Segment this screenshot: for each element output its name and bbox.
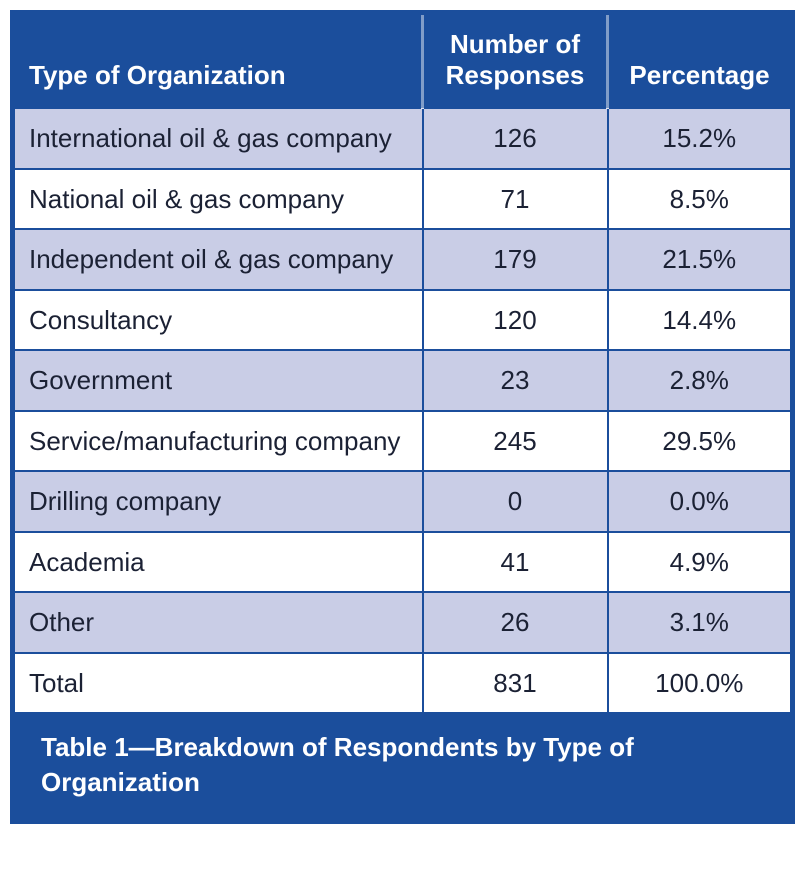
org-type-cell: Independent oil & gas company	[11, 228, 424, 291]
table-header: Type of Organization Number of Responses…	[12, 12, 793, 110]
percentage-cell: 4.9%	[606, 530, 794, 594]
percentage-cell: 8.5%	[606, 167, 794, 231]
org-type-cell: Consultancy	[11, 288, 424, 352]
table-caption: Table 1—Breakdown of Respondents by Type…	[41, 732, 634, 798]
col-header-percentage: Percentage	[606, 12, 793, 110]
percentage-cell: 2.8%	[606, 349, 794, 412]
percentage-cell: 100.0%	[606, 651, 794, 715]
table-row: National oil & gas company 71 8.5%	[11, 167, 794, 231]
table-body: International oil & gas company 126 15.2…	[11, 107, 794, 715]
col-header-type: Type of Organization	[12, 12, 423, 110]
table-caption-cell: Table 1—Breakdown of Respondents by Type…	[12, 712, 793, 822]
percentage-cell: 0.0%	[606, 470, 794, 533]
responses-cell: 41	[421, 530, 609, 594]
responses-cell: 245	[421, 409, 609, 473]
responses-cell: 71	[421, 167, 609, 231]
responses-cell: 126	[421, 107, 609, 170]
percentage-cell: 29.5%	[606, 409, 794, 473]
responses-cell: 26	[421, 591, 609, 654]
table-row: Independent oil & gas company 179 21.5%	[11, 228, 794, 291]
table-row: Drilling company 0 0.0%	[11, 470, 794, 533]
header-row: Type of Organization Number of Responses…	[12, 12, 793, 110]
percentage-cell: 21.5%	[606, 228, 794, 291]
percentage-cell: 3.1%	[606, 591, 794, 654]
table-row: International oil & gas company 126 15.2…	[11, 107, 794, 170]
responses-cell: 179	[421, 228, 609, 291]
table-row: Consultancy 120 14.4%	[11, 288, 794, 352]
org-type-cell: International oil & gas company	[11, 107, 424, 170]
responses-cell: 23	[421, 349, 609, 412]
org-type-cell: Government	[11, 349, 424, 412]
percentage-cell: 15.2%	[606, 107, 794, 170]
table-row-total: Total 831 100.0%	[11, 651, 794, 715]
respondents-table: Type of Organization Number of Responses…	[10, 10, 795, 824]
table-row: Government 23 2.8%	[11, 349, 794, 412]
col-header-responses: Number of Responses	[421, 12, 608, 110]
org-type-cell: Service/manufacturing company	[11, 409, 424, 473]
org-type-cell: Total	[11, 651, 424, 715]
table-row: Other 26 3.1%	[11, 591, 794, 654]
responses-cell: 831	[421, 651, 609, 715]
responses-cell: 0	[421, 470, 609, 533]
org-type-cell: Other	[11, 591, 424, 654]
caption-row: Table 1—Breakdown of Respondents by Type…	[12, 712, 793, 822]
table-row: Academia 41 4.9%	[11, 530, 794, 594]
percentage-cell: 14.4%	[606, 288, 794, 352]
org-type-cell: Drilling company	[11, 470, 424, 533]
table-footer: Table 1—Breakdown of Respondents by Type…	[12, 712, 793, 822]
org-type-cell: National oil & gas company	[11, 167, 424, 231]
table-row: Service/manufacturing company 245 29.5%	[11, 409, 794, 473]
org-type-cell: Academia	[11, 530, 424, 594]
responses-cell: 120	[421, 288, 609, 352]
